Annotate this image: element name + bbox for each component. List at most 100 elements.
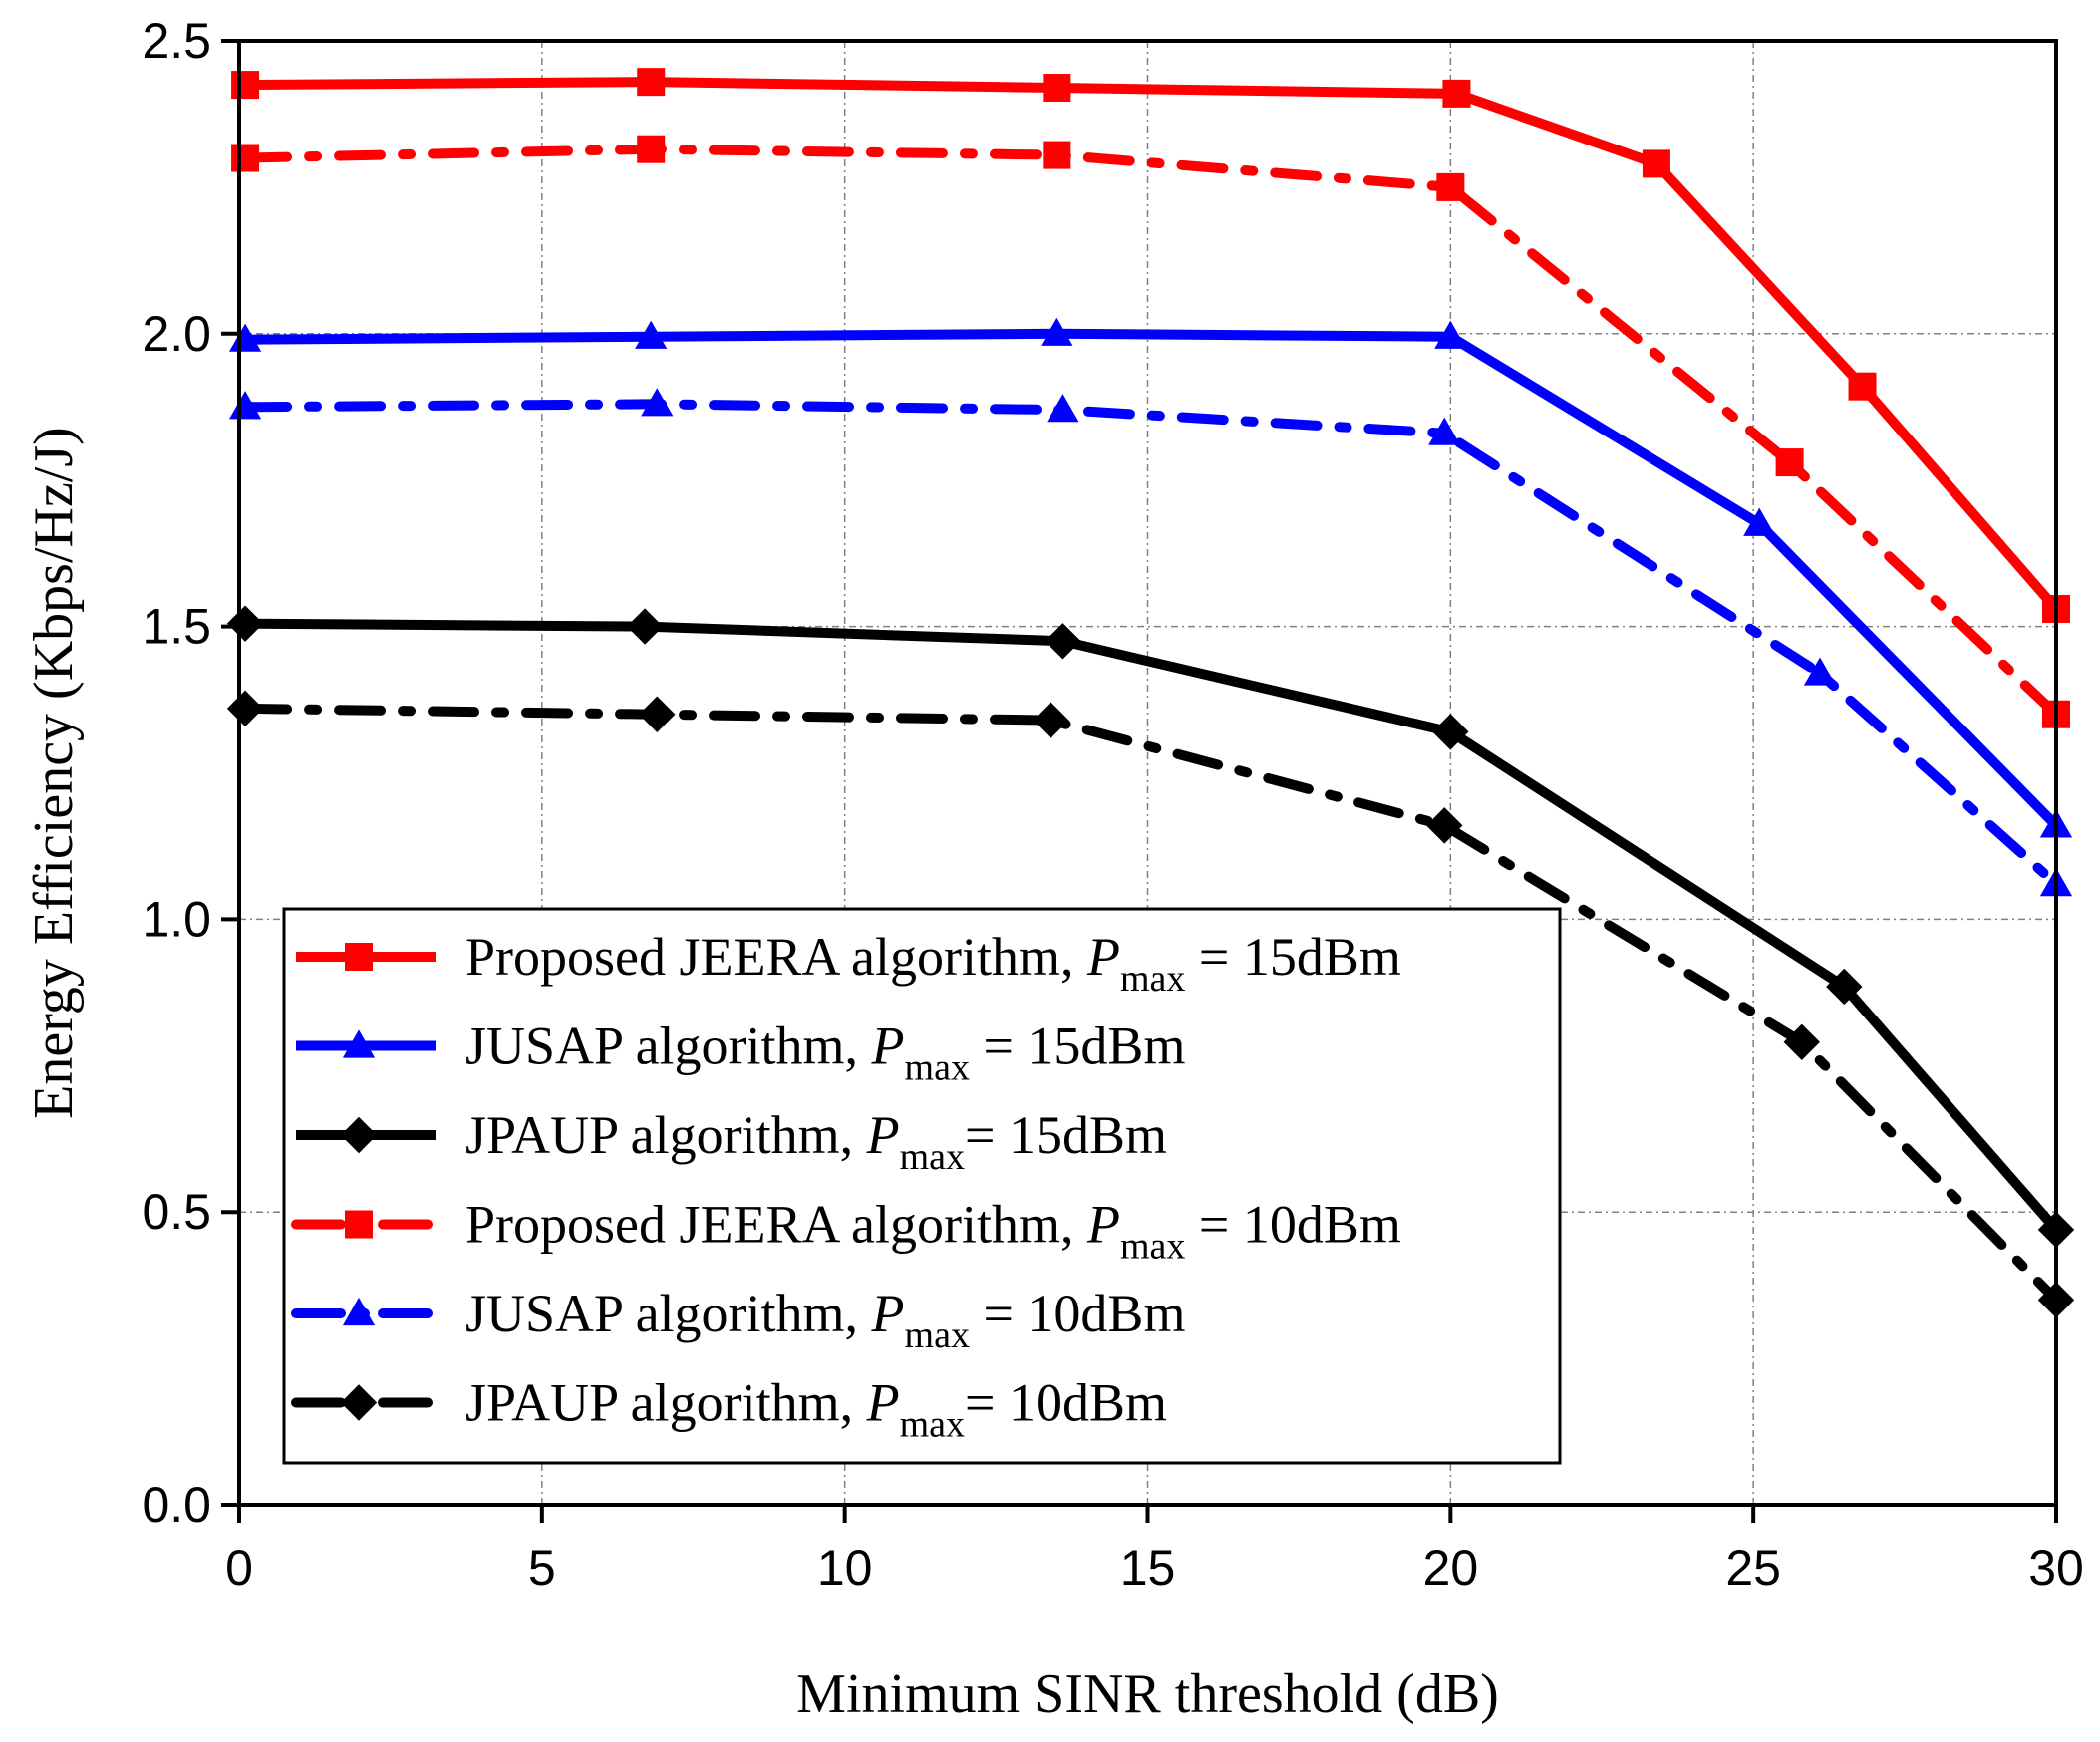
series-line-jusap15	[245, 328, 2060, 829]
triangle-marker	[1041, 317, 1073, 346]
diamond-marker	[1826, 968, 1863, 1006]
triangle-marker	[641, 388, 674, 417]
legend-text-subscript: max	[1120, 958, 1185, 1000]
diamond-marker	[340, 1384, 378, 1421]
series-line-jpaup10	[240, 703, 2061, 1306]
square-marker	[637, 135, 666, 163]
legend-item-jpaup15: JPAUP algorithm, Pmax= 15dBm	[296, 1105, 1167, 1178]
legend-text-subscript: max	[1120, 1226, 1185, 1268]
legend-text-prefix: JUSAP algorithm,	[465, 1284, 872, 1343]
x-tick-label: 25	[1725, 1540, 1781, 1596]
square-marker	[345, 943, 373, 971]
diamond-marker	[1426, 807, 1463, 844]
diamond-marker	[226, 605, 264, 642]
legend-text-p: P	[1086, 1195, 1120, 1255]
x-tick-label: 0	[225, 1540, 253, 1596]
square-marker	[1848, 372, 1877, 401]
y-axis-title: Energy Efficiency (Kbps/Hz/J)	[23, 427, 85, 1119]
series-jusap15	[228, 317, 2073, 838]
legend-item-jeera15: Proposed JEERA algorithm, Pmax = 15dBm	[296, 927, 1401, 1000]
legend-text-p: P	[871, 1284, 905, 1343]
triangle-marker	[342, 1297, 376, 1326]
legend: Proposed JEERA algorithm, Pmax = 15dBmJU…	[282, 907, 1562, 1465]
square-marker	[1642, 149, 1670, 178]
x-tick-label: 5	[528, 1540, 556, 1596]
legend-text-p: P	[866, 1373, 900, 1433]
legend-box	[282, 907, 1562, 1465]
diamond-marker	[1432, 714, 1469, 750]
series-line-jusap10	[240, 399, 2061, 890]
triangle-marker	[342, 1029, 376, 1058]
diamond-marker	[639, 696, 676, 732]
legend-text-prefix: Proposed JEERA algorithm,	[465, 1195, 1087, 1255]
legend-item-jusap15: JUSAP algorithm, Pmax = 15dBm	[296, 1016, 1185, 1089]
legend-text-prefix: Proposed JEERA algorithm,	[465, 927, 1087, 987]
x-tick-label: 20	[1423, 1540, 1479, 1596]
triangle-marker	[1434, 320, 1467, 349]
diamond-marker	[1783, 1023, 1820, 1060]
square-marker	[1442, 79, 1471, 108]
x-tick-label: 15	[1120, 1540, 1176, 1596]
y-tick-label: 1.0	[142, 891, 211, 947]
triangle-marker	[1743, 507, 1776, 536]
diamond-marker	[1045, 623, 1081, 660]
series-jeera15	[231, 68, 2070, 623]
legend-text-suffix: = 15dBm	[1185, 927, 1400, 987]
triangle-marker	[1428, 417, 1461, 445]
legend-text-suffix: = 15dBm	[965, 1105, 1167, 1165]
legend-text-p: P	[866, 1105, 900, 1165]
legend-text-subscript: max	[900, 1404, 965, 1446]
square-marker	[1775, 448, 1804, 477]
square-marker	[345, 1210, 373, 1239]
legend-text-p: P	[1086, 927, 1120, 987]
series-layer	[226, 68, 2075, 1318]
legend-label-jpaup10: JPAUP algorithm, Pmax= 10dBm	[465, 1373, 1167, 1446]
square-marker	[1043, 74, 1071, 103]
series-line-jpaup15	[245, 618, 2060, 1234]
square-marker	[231, 144, 260, 172]
legend-text-suffix: = 10dBm	[970, 1284, 1185, 1343]
diamond-marker	[626, 608, 664, 645]
series-jeera10	[231, 135, 2070, 728]
y-tick-label: 0.5	[142, 1184, 211, 1240]
axis-ticks: 0 5 10 15 20 25 30 0.0 0.5 1.0 1.5 2.0 2.5	[142, 13, 2083, 1596]
triangle-marker	[1047, 394, 1079, 423]
triangle-marker	[1803, 657, 1837, 686]
legend-text-subscript: max	[905, 1047, 970, 1089]
legend-text-subscript: max	[900, 1136, 965, 1178]
legend-text-p: P	[871, 1016, 905, 1076]
legend-text-prefix: JPAUP algorithm,	[465, 1105, 867, 1165]
legend-text-suffix: = 15dBm	[970, 1016, 1185, 1076]
legend-item-jeera10: Proposed JEERA algorithm, Pmax = 10dBm	[291, 1195, 1401, 1268]
legend-text-suffix: = 10dBm	[965, 1373, 1167, 1433]
series-line-jeera10	[240, 144, 2061, 720]
y-tick-label: 1.5	[142, 599, 211, 655]
legend-label-jusap10: JUSAP algorithm, Pmax = 10dBm	[465, 1284, 1185, 1356]
square-marker	[637, 68, 666, 97]
legend-text-subscript: max	[905, 1314, 970, 1356]
legend-label-jeera10: Proposed JEERA algorithm, Pmax = 10dBm	[465, 1195, 1401, 1268]
legend-text-prefix: JPAUP algorithm,	[465, 1373, 867, 1433]
legend-label-jeera15: Proposed JEERA algorithm, Pmax = 15dBm	[465, 927, 1401, 1000]
y-tick-label: 0.0	[142, 1477, 211, 1533]
diamond-marker	[340, 1116, 378, 1154]
y-tick-label: 2.5	[142, 13, 211, 69]
y-tick-label: 2.0	[142, 306, 211, 362]
legend-item-jpaup10: JPAUP algorithm, Pmax= 10dBm	[291, 1373, 1167, 1446]
x-axis-title: Minimum SINR threshold (dB)	[796, 1663, 1499, 1725]
legend-item-jusap10: JUSAP algorithm, Pmax = 10dBm	[291, 1284, 1185, 1356]
square-marker	[1436, 172, 1465, 201]
legend-label-jpaup15: JPAUP algorithm, Pmax= 15dBm	[465, 1105, 1167, 1178]
square-marker	[231, 71, 260, 100]
legend-text-prefix: JUSAP algorithm,	[465, 1016, 872, 1076]
square-marker	[1043, 141, 1071, 169]
triangle-marker	[635, 320, 668, 349]
legend-text-suffix: = 10dBm	[1185, 1195, 1400, 1255]
x-tick-label: 30	[2028, 1540, 2084, 1596]
diamond-marker	[1033, 702, 1069, 738]
legend-label-jusap15: JUSAP algorithm, Pmax = 15dBm	[465, 1016, 1185, 1089]
diamond-marker	[226, 690, 264, 727]
x-tick-label: 10	[817, 1540, 873, 1596]
